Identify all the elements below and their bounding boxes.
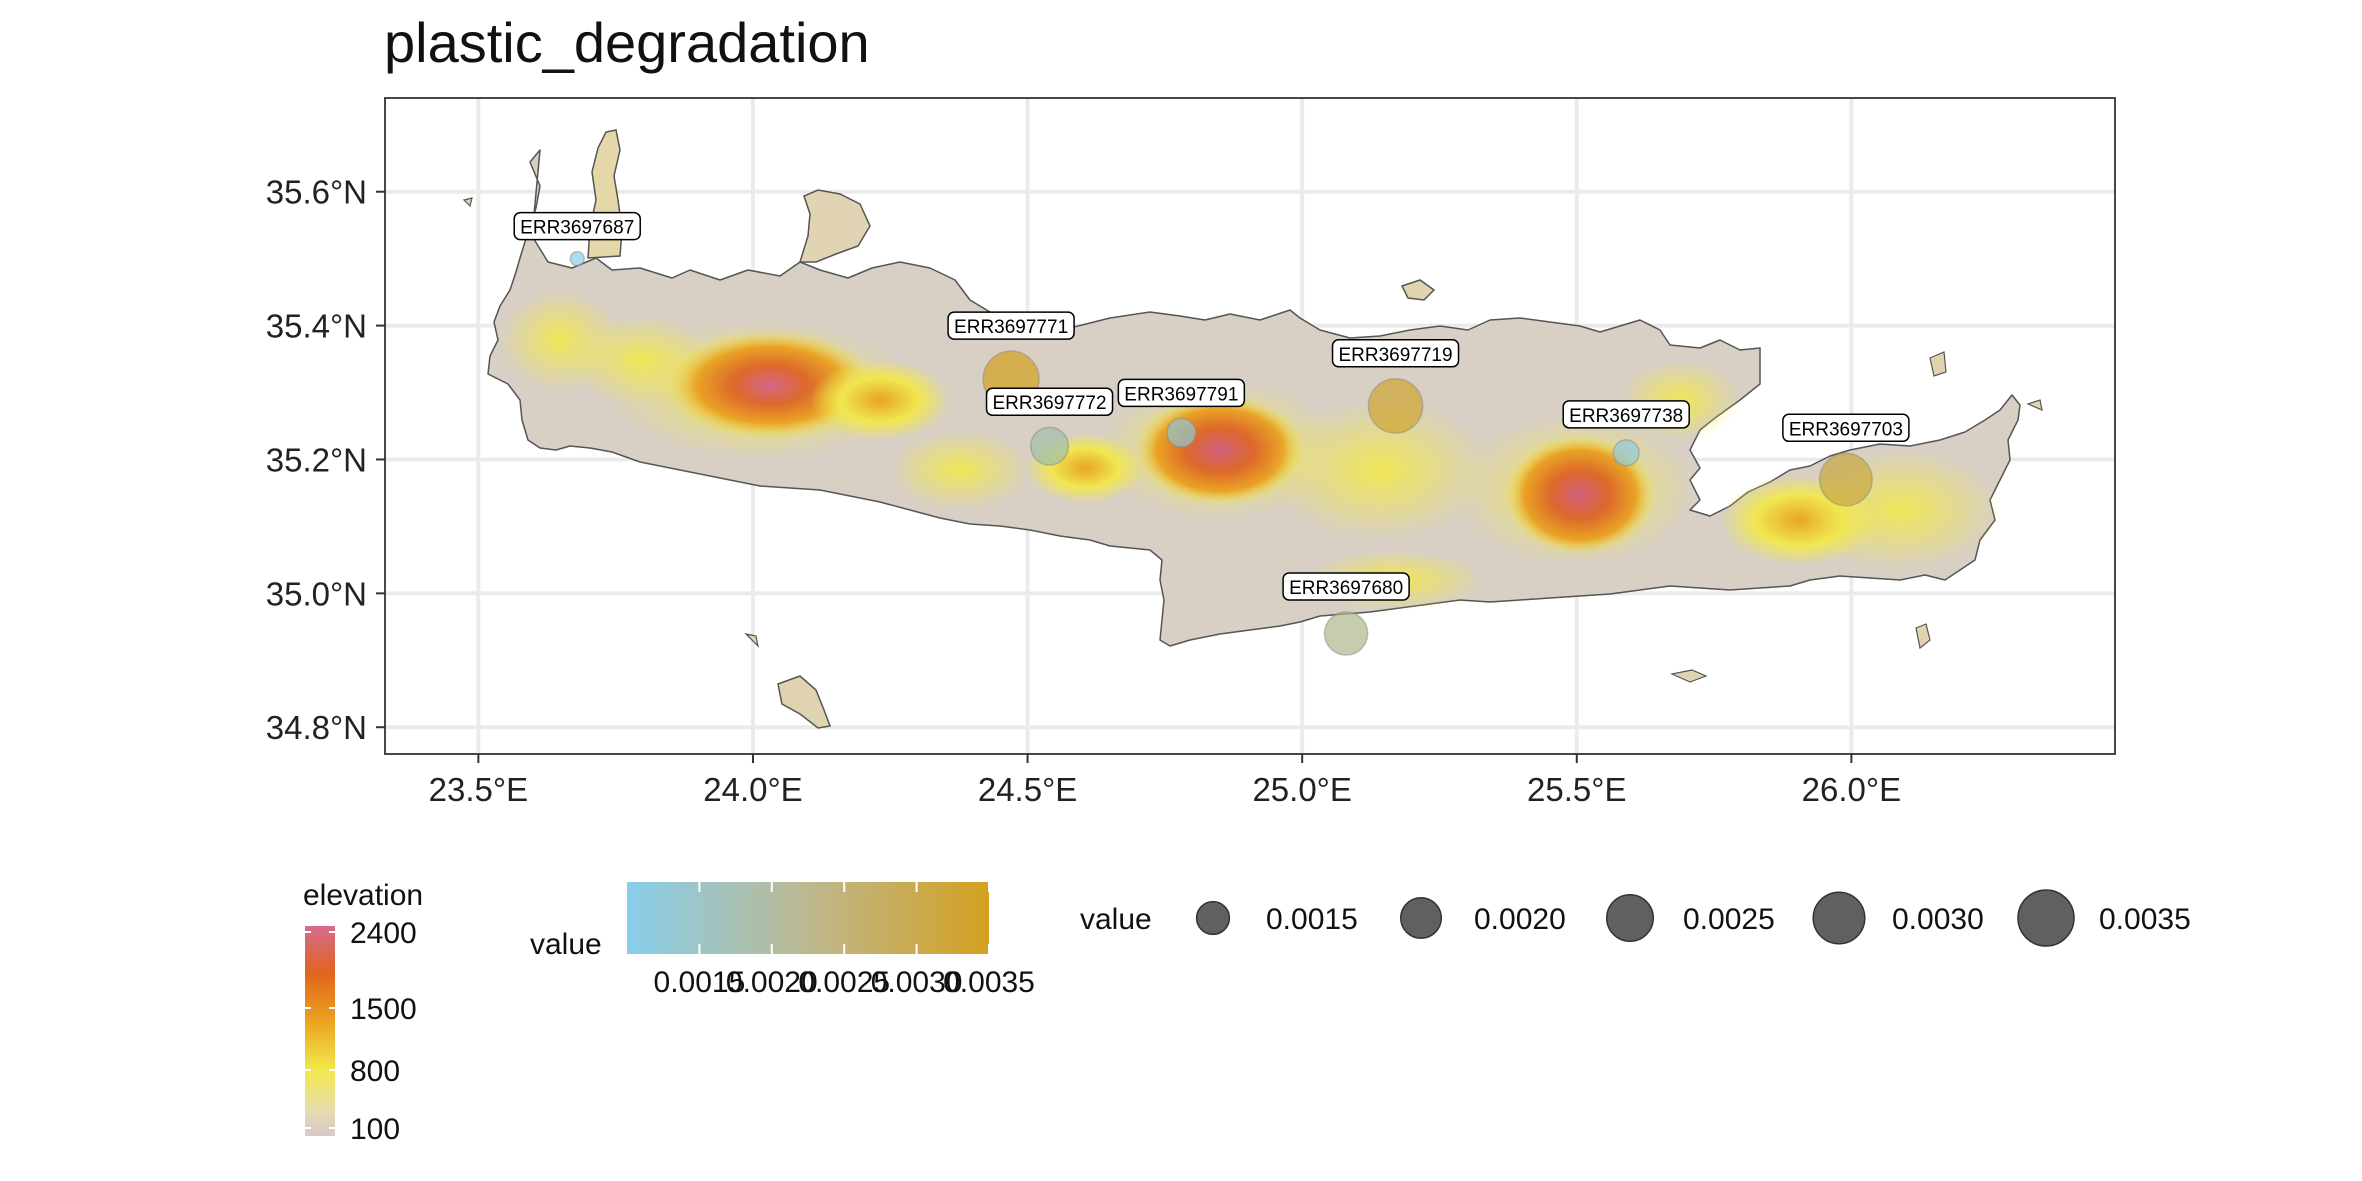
site-marker[interactable] [1818,452,1873,507]
value-colorbar-label: 0.0025 [798,966,890,999]
legend-elevation-label-1500: 1500 [350,993,417,1026]
y-axis: 34.8°N 35.0°N 35.2°N 35.4°N 35.6°N [266,174,385,746]
legend-elevation-colorbar [305,926,335,1136]
size-key-label: 0.0020 [1474,903,1566,936]
koufonisi-island [1915,623,1931,650]
site-label-box [1562,400,1690,429]
sample-sites: ERR3697687 ERR3697771 ERR3697772 ERR3697791… [513,211,1910,656]
site-label-box [1117,378,1246,408]
legend-elevation-title: elevation [303,879,423,912]
site-label-box [947,311,1075,340]
legend-value-size-title: value [1080,903,1152,936]
chrysi-island [1670,669,1708,683]
site-label-text: ERR3697772 [992,393,1106,414]
value-colorbar-label: 0.0020 [726,966,818,999]
islet-west [462,197,473,208]
site-label-box [1331,339,1460,368]
size-key-label: 0.0035 [2099,903,2191,936]
size-key-circle [1195,900,1231,936]
site-label-text: ERR3697719 [1338,345,1452,366]
x-axis: 23.5°E 24.0°E 24.5°E 25.0°E 25.5°E 26.0°E [429,754,1901,808]
site-label-box [513,211,641,241]
site-label-text: ERR3697771 [954,317,1068,338]
y-tick-label: 35.4°N [266,308,367,345]
site-label: ERR3697687 [513,211,641,241]
site-marker[interactable] [1367,378,1424,434]
site-label-text: ERR3697791 [1124,384,1238,405]
site-marker[interactable] [1029,426,1070,466]
x-tick-label: 25.5°E [1527,771,1626,808]
site-label: ERR3697703 [1782,413,1910,443]
size-key-label: 0.0030 [1892,903,1984,936]
site-marker[interactable] [569,250,585,267]
panel-border [384,97,2116,755]
size-key-circle [1399,896,1443,940]
islet-south [744,633,759,648]
size-key-circle [1605,893,1655,943]
legend-elevation-label-100: 100 [350,1113,400,1146]
size-key-circle [1812,891,1866,945]
dia-island [1400,279,1436,301]
x-tick-label: 24.5°E [978,771,1077,808]
site-label: ERR3697772 [985,387,1114,416]
gavdos-island [777,675,832,729]
value-colorbar-label: 0.0015 [654,966,746,999]
x-tick-label: 26.0°E [1802,771,1901,808]
x-tick-label: 24.0°E [703,771,802,808]
site-marker[interactable] [1323,611,1369,656]
site-label-text: ERR3697680 [1289,578,1403,599]
y-tick-label: 35.0°N [266,575,367,612]
islet-east [2026,399,2043,412]
map-panel: ERR3697687 ERR3697771 ERR3697772 ERR3697791… [266,97,2116,808]
site-label-box [985,387,1114,416]
y-tick-label: 34.8°N [266,709,367,746]
size-key-label: 0.0015 [1266,903,1358,936]
x-tick-label: 23.5°E [429,771,528,808]
site-marker[interactable] [1166,417,1197,448]
legend-value-size-keys: 0.0015 0.0020 0.0025 0.0030 0.0035 [1195,889,2191,947]
legend-elevation-label-2400: 2400 [350,917,417,950]
site-label: ERR3697738 [1562,400,1690,429]
site-label: ERR3697719 [1331,339,1460,368]
y-tick-label: 35.2°N [266,441,367,478]
site-label-box [1282,572,1410,601]
legend-value-size: value 0.0015 0.0020 0.0025 0.0030 0.0035 [1080,889,2191,947]
value-colorbar-label: 0.0030 [871,966,963,999]
legend-value-colorbar [627,882,989,954]
site-label-text: ERR3697703 [1789,419,1903,440]
site-label-box [1782,413,1910,443]
legend-elevation: elevation 2400 1500 800 100 [303,879,423,1146]
site-label: ERR3697771 [947,311,1075,340]
size-key-circle [2017,889,2075,947]
legend-elevation-label-800: 800 [350,1055,400,1088]
site-label: ERR3697791 [1117,378,1246,408]
y-tick-label: 35.6°N [266,174,367,211]
dionysades-island [1929,351,1947,377]
x-tick-label: 25.0°E [1252,771,1351,808]
site-label: ERR3697680 [1282,572,1410,601]
legend-value-color-title: value [530,928,602,961]
chart-title: plastic_degradation [384,11,870,74]
site-label-text: ERR3697738 [1569,406,1683,427]
size-key-label: 0.0025 [1683,903,1775,936]
akrotiri-peninsula [798,189,871,263]
value-colorbar-label: 0.0035 [943,966,1035,999]
site-marker[interactable] [1612,439,1640,467]
site-label-text: ERR3697687 [520,218,634,239]
